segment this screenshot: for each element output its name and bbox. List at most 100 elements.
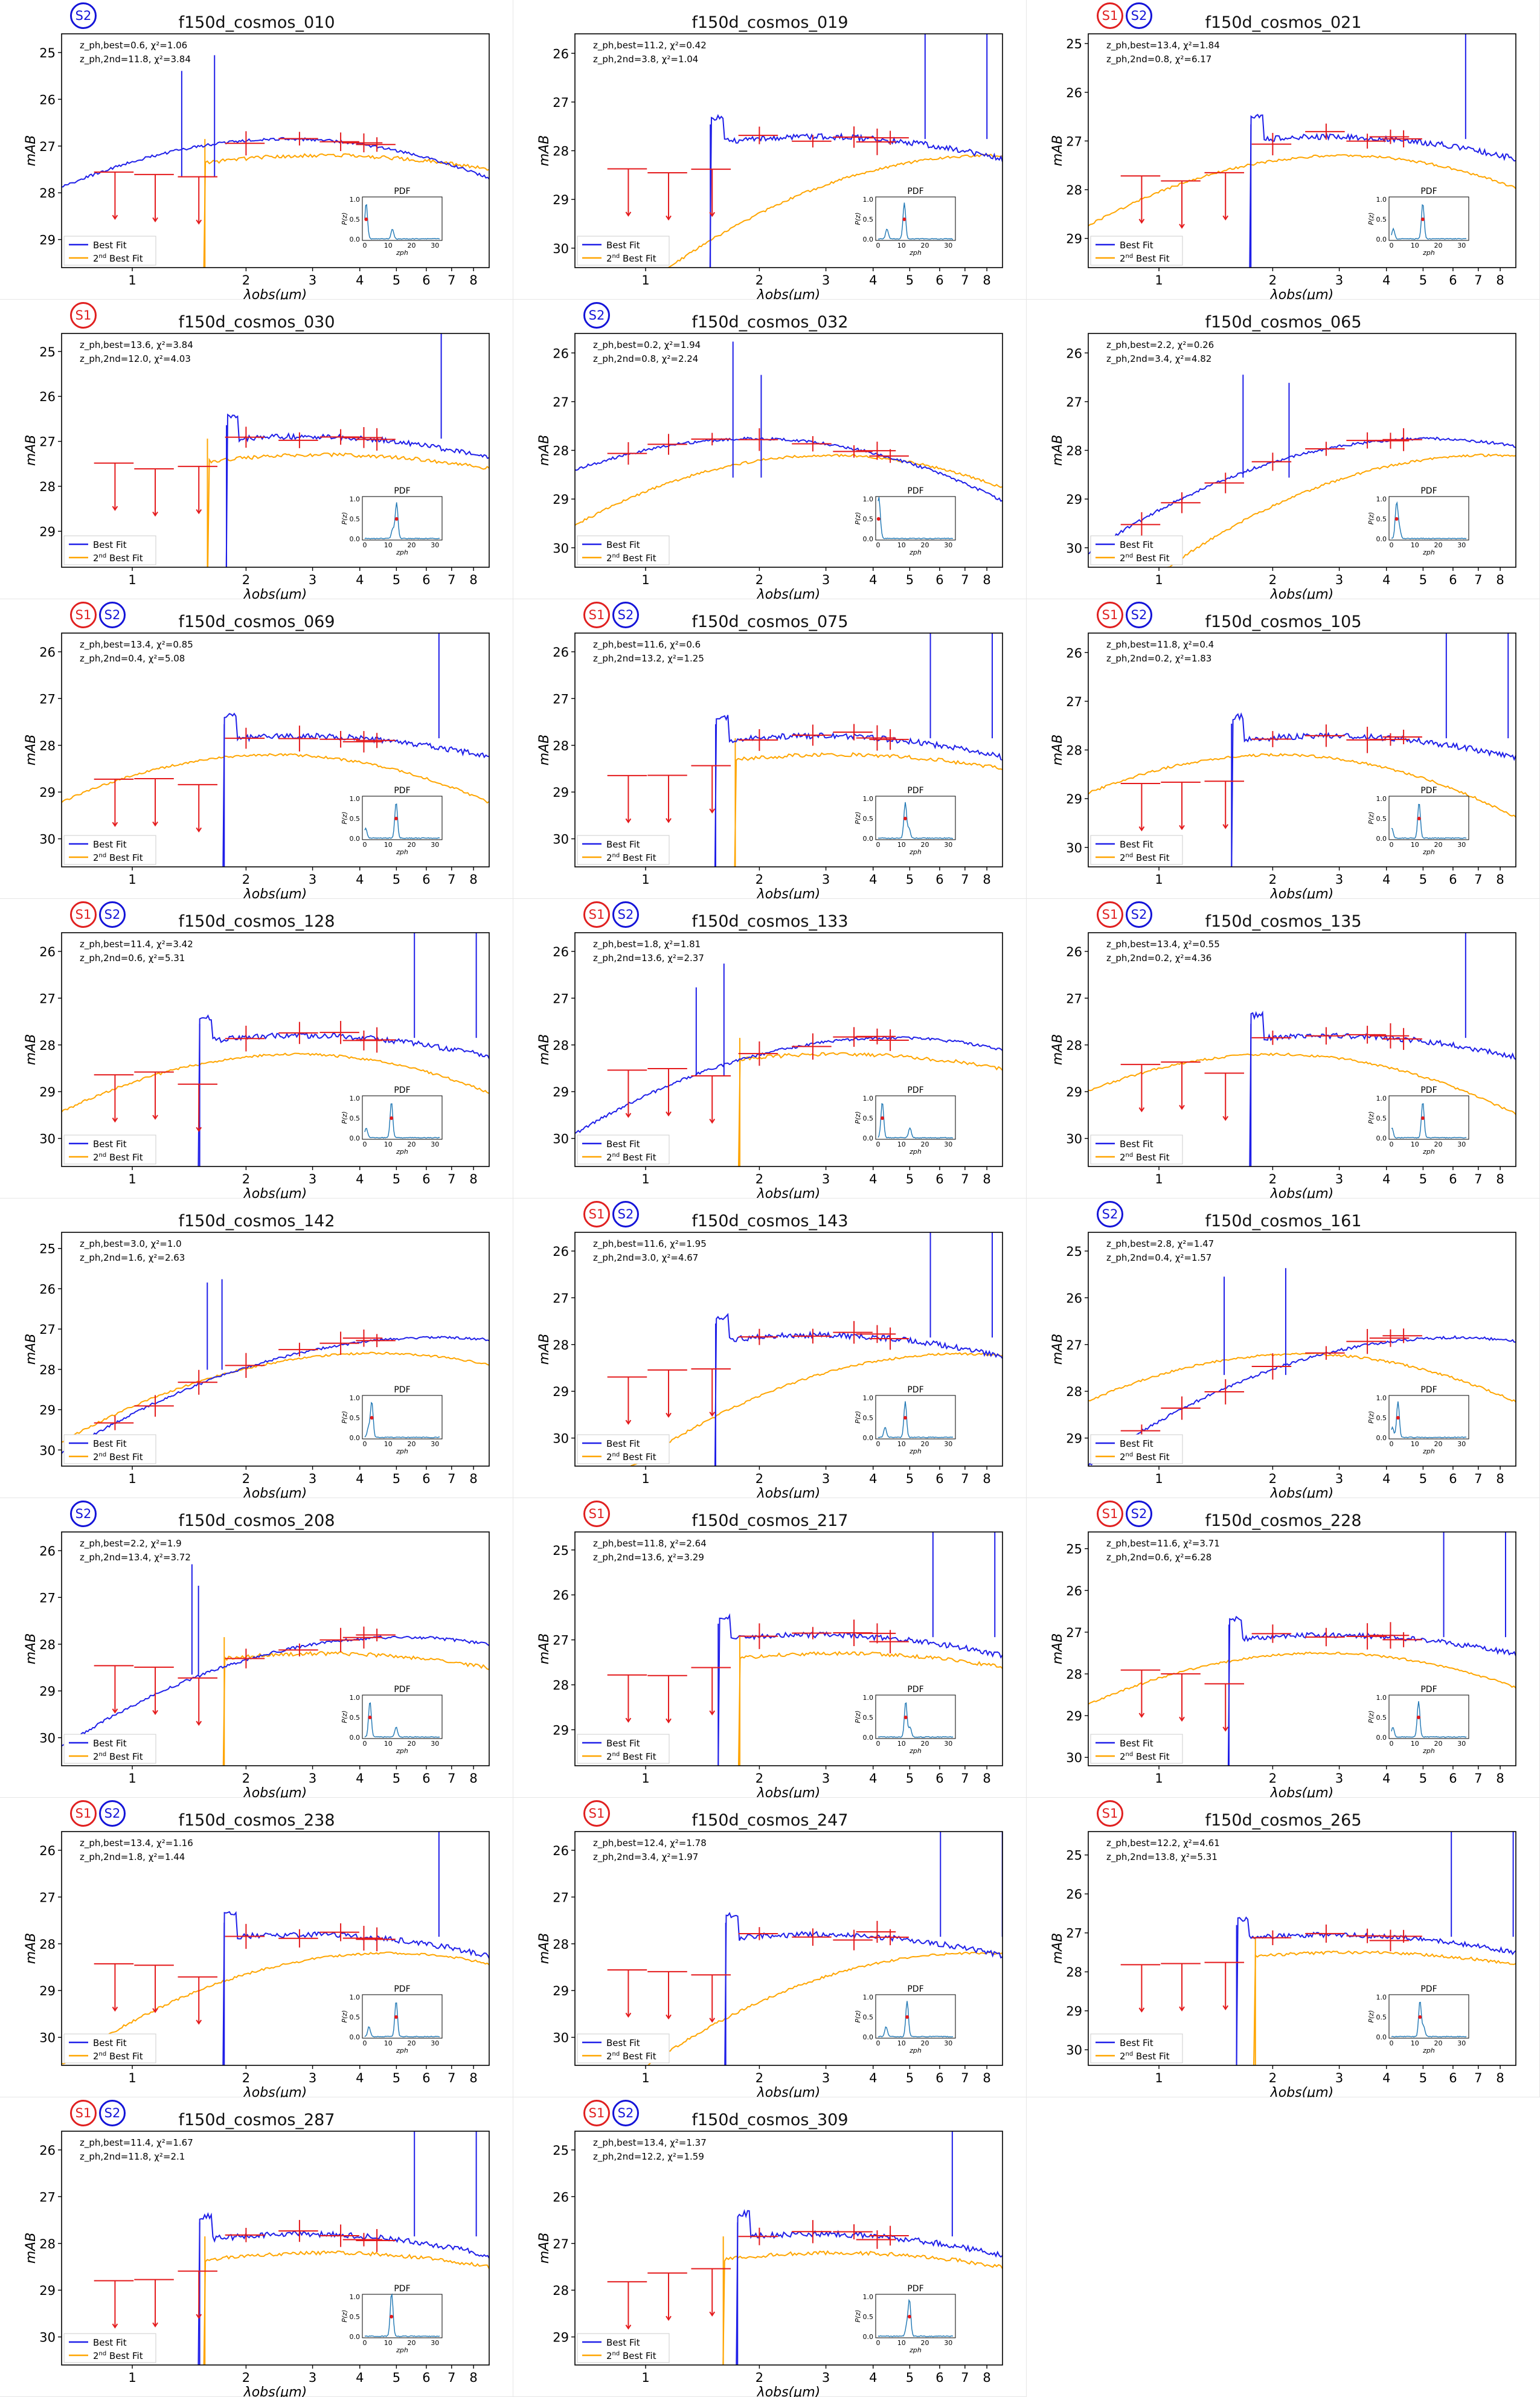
pdf-x-tick-label: 10 bbox=[384, 1740, 393, 1748]
pdf-x-tick-label: 20 bbox=[1434, 2039, 1443, 2047]
second-fit-annotation: z_ph,2nd=0.4, χ²=5.08 bbox=[80, 653, 185, 664]
photometry-upper-limit bbox=[1120, 783, 1161, 832]
pdf-y-tick-label: 1.0 bbox=[350, 495, 361, 503]
pdf-curve bbox=[877, 1103, 954, 1139]
photometry-upper-limit bbox=[178, 2270, 218, 2319]
second-best-fit-curve bbox=[1088, 1651, 1516, 1705]
pdf-x-tick-label: 30 bbox=[944, 1740, 952, 1748]
photometry-point bbox=[342, 1926, 383, 1951]
selection-badge-s1: S1 bbox=[70, 2100, 97, 2126]
x-tick-label: 3 bbox=[822, 2071, 830, 2085]
photometry-point bbox=[356, 137, 396, 152]
x-axis-label: λobs(μm) bbox=[243, 587, 307, 599]
pdf-y-tick-label: 0.0 bbox=[863, 2333, 874, 2341]
photometry-point bbox=[738, 126, 778, 144]
pdf-x-tick-label: 20 bbox=[1434, 541, 1443, 549]
x-tick-label: 4 bbox=[869, 1472, 877, 1486]
y-tick-label: 30 bbox=[553, 1432, 569, 1446]
best-fit-annotation: z_ph,best=11.8, χ²=0.4 bbox=[1106, 639, 1214, 651]
panel-title: f150d_cosmos_143 bbox=[691, 1212, 849, 1231]
sed-plot: 1 2 3 4 5 6 7 8 λobs(μm) 26 27 28 29 30 mAB z_ph,best=0… bbox=[537, 333, 1003, 599]
x-tick-label: 1 bbox=[1155, 1771, 1163, 1786]
selection-badge-s2: S2 bbox=[99, 602, 126, 628]
photometry-upper-limit bbox=[691, 1368, 731, 1417]
x-tick-label: 1 bbox=[641, 2370, 649, 2385]
pdf-x-tick-label: 20 bbox=[921, 1740, 929, 1748]
photometry-point bbox=[738, 1927, 778, 1940]
legend-best-label: Best Fit bbox=[606, 839, 640, 850]
photometry-point bbox=[319, 132, 359, 152]
x-tick-label: 7 bbox=[1474, 1771, 1482, 1786]
pdf-x-tick-label: 0 bbox=[876, 242, 881, 249]
photometry-point bbox=[1346, 1329, 1386, 1354]
selection-badge-s2: S2 bbox=[612, 2100, 639, 2126]
panel-title: f150d_cosmos_238 bbox=[178, 1811, 335, 1830]
sed-panel: f150d_cosmos_287 S1 S2 1 2 3 4 5 6 7 8 λobs(μm) 26 27… bbox=[0, 2097, 513, 2397]
x-tick-label: 2 bbox=[756, 2071, 763, 2085]
pdf-inset-title: PDF bbox=[1420, 786, 1437, 796]
pdf-y-tick-label: 0.5 bbox=[863, 1714, 874, 1722]
best-fit-curve bbox=[222, 712, 489, 867]
pdf-inset-title: PDF bbox=[394, 486, 410, 496]
y-tick-label: 28 bbox=[1066, 183, 1082, 198]
pdf-x-tick-label: 0 bbox=[1390, 1141, 1394, 1148]
x-tick-label: 3 bbox=[822, 872, 830, 887]
panel-title: f150d_cosmos_208 bbox=[178, 1511, 335, 1530]
selection-badge-s2: S2 bbox=[1126, 1501, 1152, 1527]
y-tick-label: 28 bbox=[39, 186, 56, 201]
y-tick-label: 30 bbox=[553, 541, 569, 556]
y-tick-label: 27 bbox=[39, 435, 56, 449]
pdf-curve bbox=[877, 497, 954, 539]
y-tick-label: 29 bbox=[39, 524, 56, 539]
photometry-point bbox=[1346, 134, 1386, 149]
legend: Best Fit 2nd Best Fit bbox=[1090, 1734, 1183, 1764]
sed-plot: 1 2 3 4 5 6 7 8 λobs(μm) 25 26 27 28 29 30 mAB z_ph,best… bbox=[1050, 1531, 1516, 1798]
pdf-x-tick-label: 20 bbox=[1434, 1440, 1443, 1448]
second-fit-annotation: z_ph,2nd=0.6, χ²=6.28 bbox=[1106, 1552, 1211, 1563]
photometry-point bbox=[342, 1329, 383, 1347]
pdf-x-tick-label: 20 bbox=[921, 1141, 929, 1148]
selection-badge-s2: S2 bbox=[70, 1501, 97, 1527]
second-best-fit-curve bbox=[62, 753, 489, 804]
y-tick-label: 27 bbox=[1066, 695, 1082, 709]
pdf-best-marker bbox=[368, 1716, 372, 1719]
y-tick-label: 30 bbox=[553, 242, 569, 256]
y-tick-label: 28 bbox=[553, 1678, 569, 1693]
y-tick-label: 29 bbox=[1066, 1085, 1082, 1099]
photometry-point bbox=[856, 128, 896, 155]
pdf-x-tick-label: 10 bbox=[897, 242, 906, 249]
y-tick-label: 26 bbox=[39, 2143, 56, 2158]
pdf-inset-title: PDF bbox=[907, 486, 923, 496]
pdf-best-marker bbox=[1420, 217, 1425, 221]
pdf-inset: PDF 0 10 20 30 0.0 0.5 1.0 zph P(z) bbox=[854, 187, 956, 257]
x-tick-label: 1 bbox=[1155, 872, 1163, 887]
sed-panel: f150d_cosmos_265 S1 1 2 3 4 5 6 7 8 λobs(μm) 25 26 27… bbox=[1027, 1798, 1540, 2097]
panel-title: f150d_cosmos_030 bbox=[178, 313, 335, 332]
legend-second-label: 2nd Best Fit bbox=[1120, 553, 1170, 564]
pdf-x-tick-label: 30 bbox=[944, 2339, 952, 2347]
pdf-x-label: zph bbox=[396, 2047, 408, 2054]
photometry-upper-limit bbox=[691, 169, 731, 217]
y-axis-label: mAB bbox=[537, 1034, 552, 1066]
sed-panel: f150d_cosmos_142 1 2 3 4 5 6 7 8 λobs(μm) 25 26 27 28… bbox=[0, 1198, 513, 1498]
x-tick-label: 5 bbox=[906, 872, 914, 887]
x-tick-label: 1 bbox=[1155, 2071, 1163, 2085]
photometry-point bbox=[738, 2227, 778, 2245]
x-tick-label: 8 bbox=[983, 2370, 990, 2385]
x-tick-label: 2 bbox=[242, 273, 250, 288]
photometry-point bbox=[356, 733, 396, 748]
x-tick-label: 4 bbox=[869, 573, 877, 587]
legend: Best Fit 2nd Best Fit bbox=[63, 835, 156, 865]
y-tick-label: 28 bbox=[553, 444, 569, 458]
x-tick-label: 1 bbox=[1155, 1172, 1163, 1186]
second-best-fit-curve bbox=[575, 454, 1003, 526]
legend-second-label: 2nd Best Fit bbox=[93, 253, 143, 264]
y-tick-label: 30 bbox=[1066, 841, 1082, 855]
pdf-x-tick-label: 0 bbox=[363, 1440, 367, 1448]
photometry-point bbox=[356, 1027, 396, 1053]
pdf-x-tick-label: 30 bbox=[431, 1740, 439, 1748]
x-tick-label: 2 bbox=[242, 1472, 250, 1486]
sed-panel: f150d_cosmos_238 S1 S2 1 2 3 4 5 6 7 8 λobs(μm) 26 27… bbox=[0, 1798, 513, 2097]
x-axis-label: λobs(μm) bbox=[243, 1486, 307, 1498]
y-tick-label: 27 bbox=[39, 1322, 56, 1337]
